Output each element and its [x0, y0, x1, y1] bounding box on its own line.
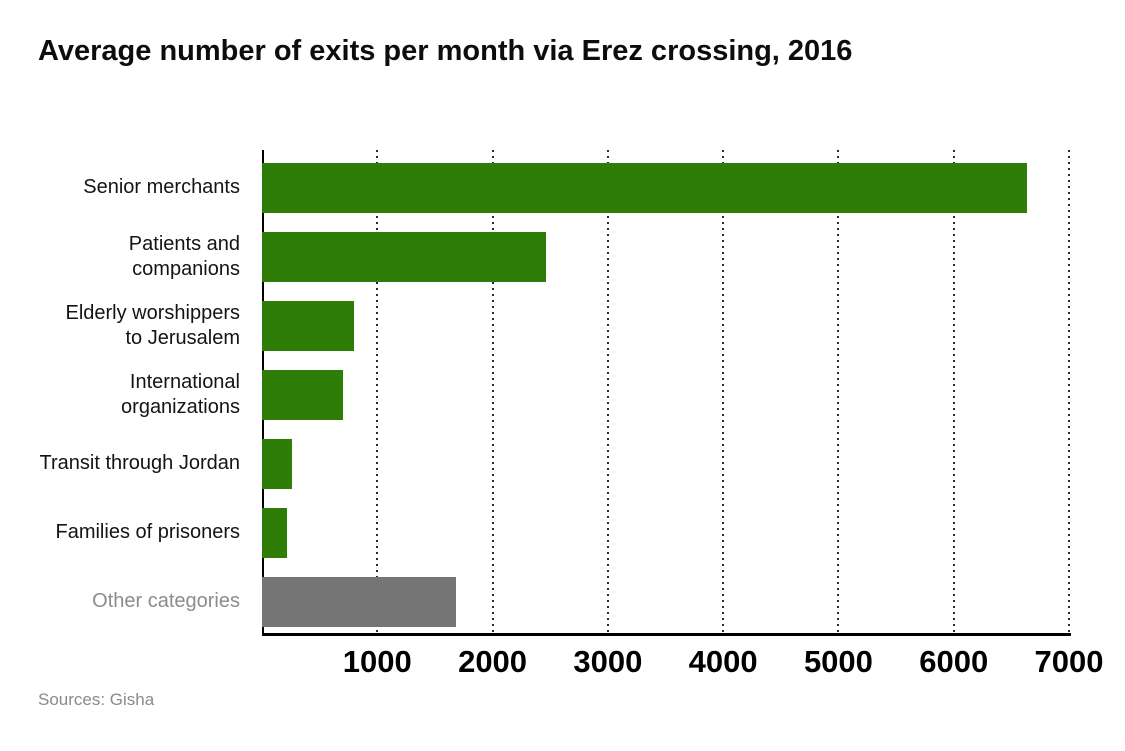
gridline: [606, 150, 609, 633]
gridline: [837, 150, 840, 633]
x-tick-label: 5000: [803, 644, 873, 679]
x-axis-line: [262, 633, 1071, 636]
category-label: Patients and companions: [0, 222, 240, 291]
gridline: [491, 150, 494, 633]
category-label-text: Families of prisoners: [55, 521, 240, 543]
category-label: International organizations: [0, 360, 240, 429]
bar-families-of-prisoners: [262, 507, 288, 558]
category-label: Transit through Jordan: [0, 429, 240, 498]
gridline: [376, 150, 379, 633]
bar-other-categories: [262, 576, 456, 627]
bar-international-organizations: [262, 369, 343, 420]
category-label: Other categories: [0, 567, 240, 636]
bar-senior-merchants: [262, 162, 1028, 213]
bar-transit-through-jordan: [262, 438, 292, 489]
x-tick-label: 3000: [573, 644, 643, 679]
x-tick-label: 1000: [342, 644, 412, 679]
bar-elderly-worshippers-to-jerusalem: [262, 300, 355, 351]
category-label-text: Other categories: [92, 590, 240, 612]
bar-patients-and-companions: [262, 231, 546, 282]
category-label-text: Elderly worshippers to Jerusalem: [65, 301, 240, 349]
x-tick-label: 2000: [458, 644, 528, 679]
x-tick-label: 4000: [688, 644, 758, 679]
gridline: [722, 150, 725, 633]
category-label-text: Transit through Jordan: [39, 452, 240, 474]
category-label-text: International organizations: [121, 370, 240, 418]
x-tick-label: 6000: [919, 644, 989, 679]
x-tick-label: 7000: [1034, 644, 1104, 679]
category-label: Elderly worshippers to Jerusalem: [0, 291, 240, 360]
chart-title: Average number of exits per month via Er…: [38, 35, 853, 67]
gridline: [1068, 150, 1070, 633]
gridline: [952, 150, 955, 633]
category-label-text: Senior merchants: [83, 176, 240, 198]
category-label: Families of prisoners: [0, 498, 240, 567]
source-note: Sources: Gisha: [38, 690, 155, 709]
category-label-text: Patients and companions: [128, 232, 240, 280]
category-label: Senior merchants: [0, 153, 240, 222]
